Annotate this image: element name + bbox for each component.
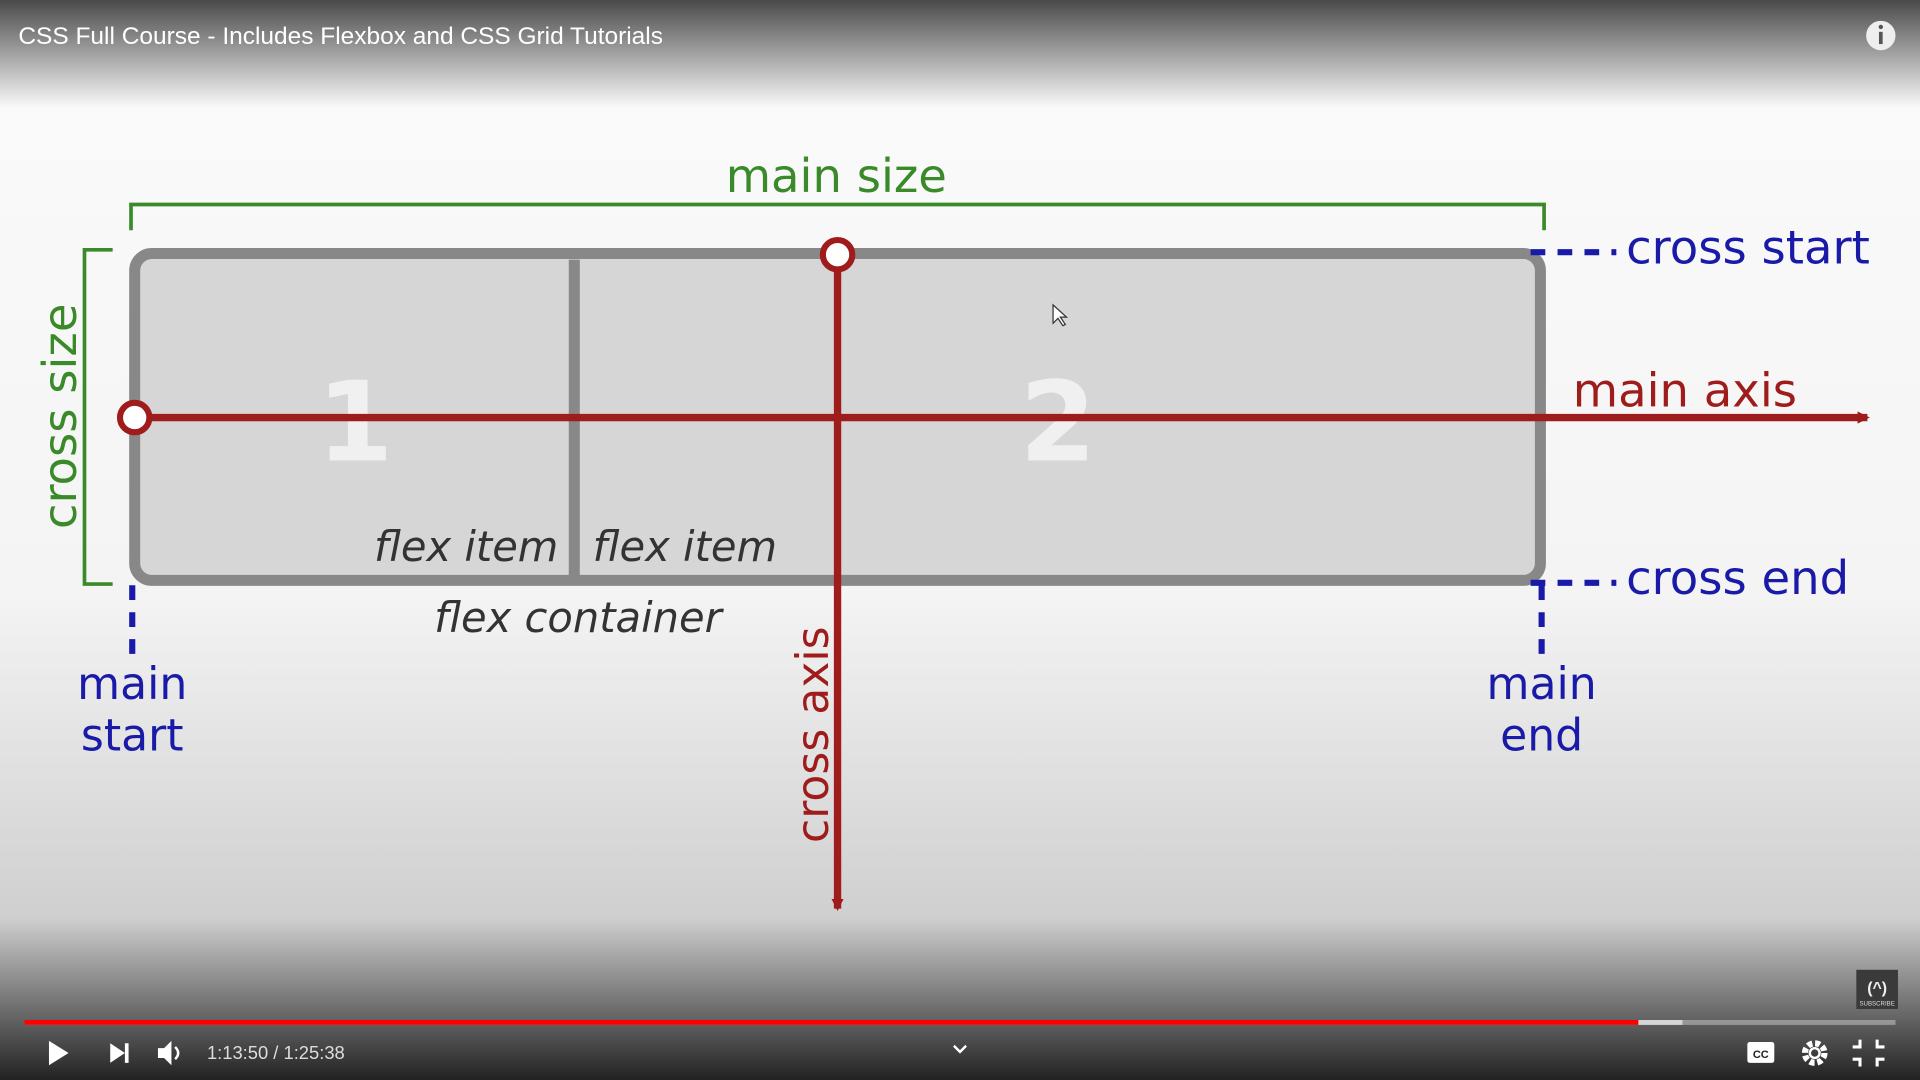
captions-button[interactable]: CC xyxy=(1747,1042,1775,1063)
play-button[interactable] xyxy=(48,1040,69,1066)
flex-item-label: flex item xyxy=(593,522,777,571)
watermark[interactable]: (^) SUBSCRIBE xyxy=(1856,969,1898,1009)
cross-end-label: cross end xyxy=(1626,551,1849,605)
item-number: 1 xyxy=(317,358,394,486)
main-end-label: main xyxy=(1487,659,1597,710)
guide-lines xyxy=(129,249,1617,662)
flex-item-label: flex item xyxy=(374,522,558,571)
cross-size-bracket xyxy=(82,247,113,586)
watermark-text: SUBSCRIBE xyxy=(1859,1000,1894,1007)
progress-bar xyxy=(24,1020,1639,1025)
main-axis-label: main axis xyxy=(1573,364,1797,418)
main-end-label: end xyxy=(1500,711,1583,762)
flexbox-diagram: main size cross size 1 2 flex item flex … xyxy=(33,149,1870,912)
flex-container-label: flex container xyxy=(434,593,724,642)
info-button[interactable] xyxy=(1866,20,1896,51)
volume-button[interactable] xyxy=(157,1040,180,1066)
cross-axis-origin xyxy=(819,236,856,273)
main-size-bracket xyxy=(129,202,1546,231)
video-title: CSS Full Course - Includes Flexbox and C… xyxy=(18,23,663,50)
main-start-label: main xyxy=(77,659,187,710)
cross-start-label: cross start xyxy=(1626,220,1870,274)
exit-fullscreen-button[interactable] xyxy=(1852,1039,1885,1067)
main-size-label: main size xyxy=(726,149,947,203)
cross-axis-label: cross axis xyxy=(788,626,839,843)
time-display: 1:13:50 / 1:25:38 xyxy=(207,1042,345,1063)
cross-size-label: cross size xyxy=(33,304,87,530)
cursor xyxy=(1052,303,1069,327)
settings-button[interactable] xyxy=(1801,1040,1828,1066)
main-axis-origin xyxy=(116,399,153,436)
chapter-toggle[interactable] xyxy=(953,1044,967,1054)
captions-icon-text: CC xyxy=(1753,1049,1769,1061)
item-number: 2 xyxy=(1020,358,1097,486)
next-button[interactable] xyxy=(110,1043,129,1063)
watermark-logo: (^) xyxy=(1867,980,1887,997)
main-start-label: start xyxy=(81,711,184,762)
